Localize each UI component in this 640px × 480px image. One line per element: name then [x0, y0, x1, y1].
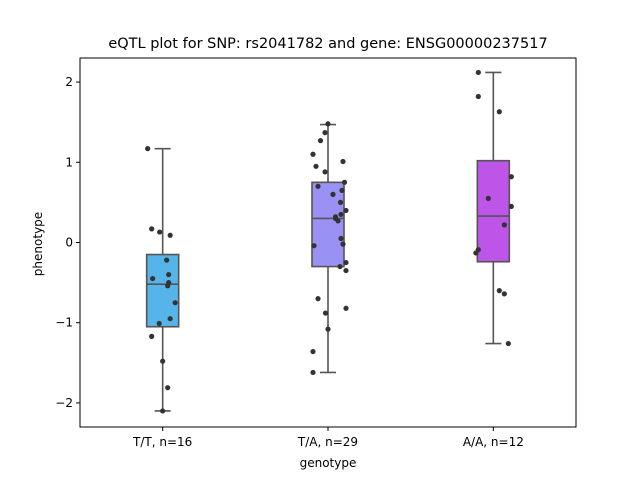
- data-point: [311, 243, 317, 249]
- y-tick-label: −1: [55, 316, 73, 330]
- data-point: [501, 291, 507, 297]
- data-point: [313, 163, 319, 169]
- data-point: [338, 235, 344, 242]
- data-point: [475, 69, 481, 76]
- data-point: [335, 218, 341, 224]
- data-point: [332, 214, 339, 220]
- x-tick-label: A/A, n=12: [463, 435, 524, 449]
- x-axis-label: genotype: [300, 456, 357, 470]
- data-point: [167, 232, 173, 238]
- data-point: [165, 385, 171, 391]
- iqr-box: [311, 181, 345, 268]
- data-point: [150, 275, 156, 282]
- data-point: [340, 158, 346, 165]
- data-point: [156, 320, 162, 327]
- data-point: [343, 207, 349, 214]
- data-point: [338, 211, 344, 218]
- data-point: [496, 109, 502, 115]
- x-tick-label: T/A, n=29: [297, 435, 358, 449]
- data-point: [167, 316, 173, 322]
- data-point: [485, 195, 491, 201]
- chart-title: eQTL plot for SNP: rs2041782 and gene: E…: [108, 36, 547, 52]
- data-point: [339, 187, 345, 193]
- y-tick-label: −2: [55, 396, 73, 410]
- data-point: [310, 369, 316, 376]
- data-point: [315, 183, 321, 189]
- data-point: [145, 146, 151, 152]
- data-point: [165, 283, 171, 289]
- data-point: [508, 203, 514, 210]
- data-point: [341, 179, 348, 185]
- data-point: [325, 326, 331, 332]
- data-point: [337, 263, 343, 270]
- data-point: [310, 151, 316, 157]
- data-point: [322, 130, 328, 136]
- data-point: [501, 222, 507, 228]
- x-tick-label: T/T, n=16: [132, 435, 192, 449]
- iqr-box: [476, 159, 511, 263]
- data-point: [310, 348, 316, 355]
- data-point: [508, 174, 514, 180]
- data-point: [166, 271, 172, 278]
- data-point: [343, 305, 349, 311]
- data-point: [160, 358, 166, 364]
- y-axis-label: phenotype: [31, 212, 45, 276]
- data-point: [164, 257, 170, 263]
- y-tick-label: 2: [65, 75, 73, 89]
- data-point: [343, 259, 349, 266]
- iqr-box: [145, 253, 180, 328]
- plot-area: −2 −1 0 1 2 T/T, n=16 T/A, n=29 A/A, n=12: [55, 57, 577, 449]
- data-point: [337, 199, 344, 205]
- data-point: [330, 191, 336, 197]
- data-point: [343, 267, 349, 274]
- data-point: [317, 138, 324, 144]
- data-point: [160, 408, 166, 414]
- data-point: [325, 121, 331, 127]
- data-point: [475, 93, 481, 100]
- data-point: [496, 288, 502, 294]
- data-point: [149, 226, 155, 232]
- data-point: [315, 296, 321, 302]
- data-point: [149, 333, 155, 339]
- data-point: [340, 241, 346, 247]
- data-point: [322, 310, 329, 316]
- data-point: [157, 229, 163, 235]
- data-point: [505, 340, 511, 347]
- data-point: [322, 169, 328, 175]
- y-tick-label: 1: [65, 155, 73, 169]
- data-point: [172, 300, 178, 306]
- y-tick-label: 0: [65, 236, 73, 250]
- data-point: [473, 250, 479, 256]
